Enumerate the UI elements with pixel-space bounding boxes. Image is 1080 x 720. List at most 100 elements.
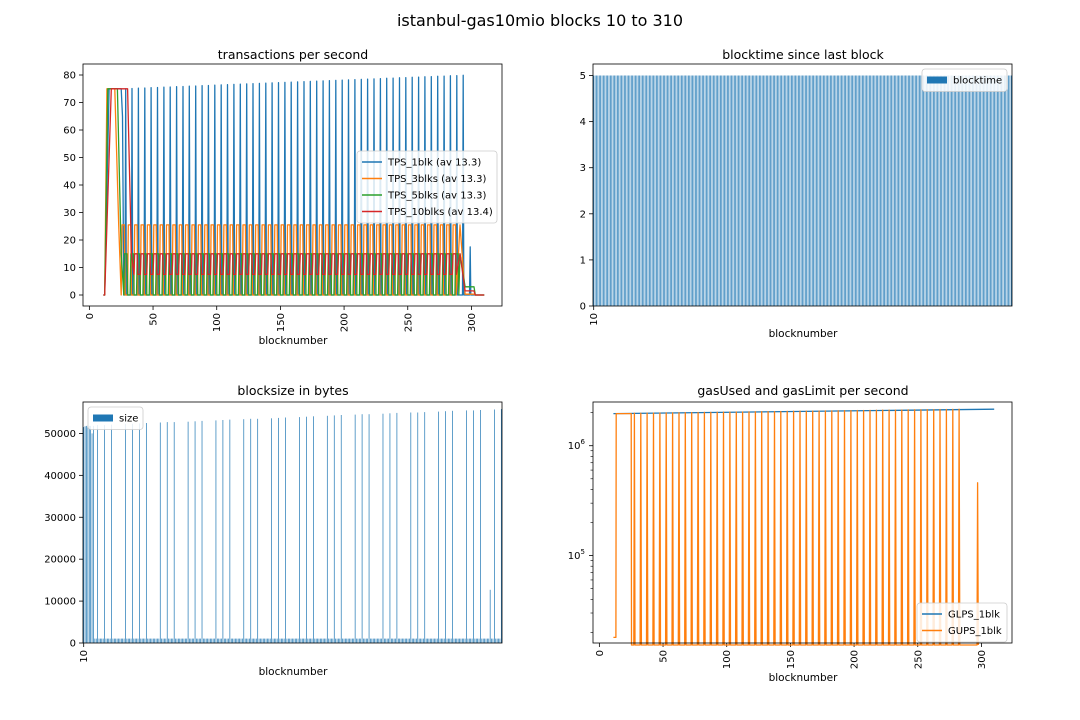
blocktime-bar xyxy=(664,75,666,306)
blocksize-bar xyxy=(276,638,278,643)
blocksize-bar xyxy=(372,638,374,643)
blocktime-bar xyxy=(860,75,862,306)
blocktime-bar xyxy=(777,75,778,306)
blocktime-bar xyxy=(855,75,856,306)
gasps-xtick-label: 100 xyxy=(722,650,733,669)
blocksize-bar xyxy=(230,638,232,643)
blocksize-bar xyxy=(258,638,260,643)
tps-xtick-label: 200 xyxy=(340,313,351,332)
blocksize-bar xyxy=(478,638,480,643)
blocksize-bar xyxy=(274,638,275,643)
blocktime-bar xyxy=(870,75,872,306)
blocktime-bar xyxy=(628,75,629,306)
blocktime-bar xyxy=(704,75,706,306)
blocksize-bar xyxy=(112,638,114,643)
panel-blocktime: blocktime since last block 0 1 2 3 4 5 10 block… xyxy=(580,47,1013,340)
blocksize-bar xyxy=(242,638,243,643)
blocksize-bar xyxy=(457,638,459,643)
blocktime-bar xyxy=(743,75,745,306)
blocktime-bar xyxy=(985,75,987,306)
blocksize-bar xyxy=(358,638,360,643)
blocktime-bar xyxy=(820,75,821,306)
blocksize-bar xyxy=(251,638,253,643)
blocktime-bar xyxy=(838,75,840,306)
blocktime-bar xyxy=(640,75,642,306)
blocktime-bar xyxy=(977,75,979,306)
blocksize-bar xyxy=(126,638,128,643)
blocktime-bar xyxy=(763,75,764,306)
blocktime-bar xyxy=(738,75,739,306)
blocksize-bar xyxy=(118,638,119,643)
blocktime-bar xyxy=(863,75,865,306)
blocksize-bar xyxy=(449,638,451,643)
blocktime-bar xyxy=(770,75,771,306)
blocktime-bar xyxy=(814,75,816,306)
blocktime-bar xyxy=(969,75,970,306)
blocksize-bar xyxy=(287,638,289,643)
blocksize-bar xyxy=(395,638,396,643)
blocktime-bar xyxy=(708,75,710,306)
blocksize-bar xyxy=(101,638,103,643)
blocktime-bar xyxy=(909,75,911,306)
blocktime-bar xyxy=(834,75,835,306)
blocktime-bar xyxy=(862,75,863,306)
blocktime-bar xyxy=(958,75,959,306)
blocktime-bar xyxy=(895,75,897,306)
blocktime-bar xyxy=(912,75,913,306)
blocksize-bar xyxy=(397,638,399,643)
blocksize-bar xyxy=(368,414,370,643)
blocksize-bar xyxy=(354,414,356,643)
blocksize-bar xyxy=(299,417,300,643)
blocksize-ytick-label: 10000 xyxy=(44,597,76,608)
tps-xtick-label: 150 xyxy=(276,313,287,332)
blocksize-bar xyxy=(339,638,341,643)
blocktime-bar xyxy=(931,75,933,306)
blocktime-bar xyxy=(772,75,774,306)
blocktime-bar xyxy=(635,75,636,306)
blocktime-bar xyxy=(707,75,709,306)
blocksize-bar xyxy=(349,638,350,643)
blocktime-bar xyxy=(621,75,622,306)
tps-ytick-label: 20 xyxy=(63,236,76,247)
blocksize-bar xyxy=(424,412,426,643)
blocksize-bar xyxy=(239,638,240,643)
blocktime-frame xyxy=(592,63,1013,307)
blocksize-bar xyxy=(364,638,366,643)
blocktime-bar xyxy=(955,75,956,306)
blocksize-bar xyxy=(141,638,143,643)
blocktime-bar xyxy=(864,75,866,306)
blocksize-bar xyxy=(169,638,171,643)
blocksize-bar xyxy=(460,638,462,643)
blocksize-bar xyxy=(86,425,87,643)
blocksize-bar xyxy=(452,410,453,643)
blocksize-bar xyxy=(480,410,481,643)
blocksize-bar xyxy=(495,638,497,643)
gasps-xtick-label: 50 xyxy=(659,650,670,663)
blocktime-bar xyxy=(916,75,917,306)
blocksize-bar xyxy=(215,420,217,643)
blocktime-bar xyxy=(721,75,723,306)
blocktime-bar xyxy=(693,75,695,306)
blocksize-bar xyxy=(482,638,484,643)
blocksize-bar xyxy=(456,638,458,643)
blocksize-bar xyxy=(190,638,192,643)
blocktime-bar xyxy=(655,75,657,306)
blocksize-ytick-label: 30000 xyxy=(44,513,76,524)
blocktime-bar xyxy=(831,75,833,306)
blocktime-bar xyxy=(750,75,752,306)
blocktime-bar xyxy=(898,75,899,306)
blocktime-bar xyxy=(703,75,705,306)
blocksize-bar xyxy=(381,638,382,643)
blocktime-bar xyxy=(839,75,841,306)
blocktime-bar xyxy=(625,75,627,306)
blocktime-legend-swatch xyxy=(927,76,947,84)
blocktime-bar xyxy=(885,75,887,306)
blocksize-bar xyxy=(152,638,154,643)
blocksize-bar xyxy=(435,638,437,643)
blocktime-ytick-label: 0 xyxy=(580,302,586,313)
blocktime-bar xyxy=(600,75,602,306)
blocksize-bar xyxy=(94,638,96,643)
blocksize-bar xyxy=(353,638,355,643)
blocktime-bar xyxy=(720,75,721,306)
